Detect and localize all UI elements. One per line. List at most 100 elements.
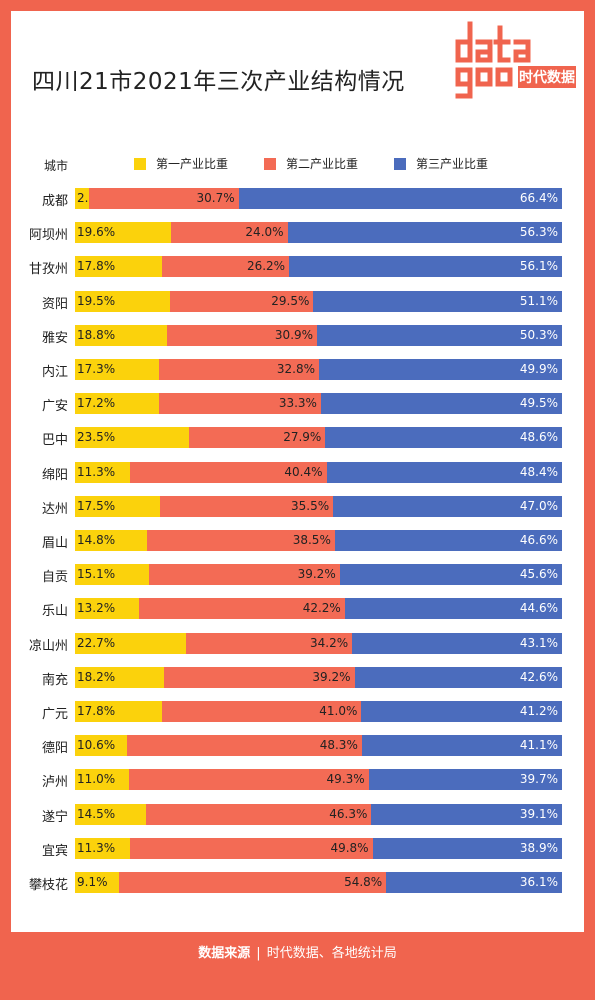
value-label-tertiary: 48.4% (519, 464, 558, 479)
bar-segment-secondary (119, 872, 387, 893)
value-label-secondary: 49.8% (330, 840, 369, 855)
city-label: 绵阳 (41, 467, 68, 483)
bar-segment-tertiary (326, 461, 562, 483)
bar-row: 资阳 19.5% 29.5% 51.1% (0, 290, 595, 312)
city-label: 乐山 (41, 604, 68, 620)
bar-segment-tertiary (333, 495, 562, 517)
legend-item-secondary: 第二产业比重 (264, 155, 358, 172)
value-label-tertiary: 43.1% (519, 635, 558, 650)
city-label: 成都 (41, 194, 68, 209)
value-label-tertiary: 47.0% (519, 498, 558, 513)
city-label: 南充 (41, 672, 68, 688)
bar-row: 自贡 15.1% 39.2% 45.6% (0, 564, 595, 586)
value-label-primary: 17.3% (77, 362, 116, 376)
source-text: 时代数据、各地统计局 (266, 946, 397, 961)
bar-segment-secondary (169, 290, 314, 312)
value-label-tertiary: 56.3% (519, 225, 558, 240)
value-label-tertiary: 45.6% (519, 567, 558, 582)
value-label-primary: 10.6% (77, 738, 116, 753)
value-label-tertiary: 39.1% (519, 806, 558, 821)
city-label: 广安 (41, 399, 68, 415)
legend-swatch-tertiary (394, 157, 406, 170)
value-label-primary: 14.5% (77, 806, 116, 821)
bar-row: 广安 17.2% 33.3% 49.5% (0, 393, 595, 415)
value-label-secondary: 27.9% (283, 430, 322, 445)
bar-segment-secondary (166, 324, 318, 346)
value-label-primary: 17.8% (77, 259, 116, 274)
value-label-primary: 19.5% (77, 293, 116, 308)
bar-row: 德阳 10.6% 48.3% 41.1% (0, 735, 595, 757)
value-label-tertiary: 49.5% (519, 396, 558, 411)
city-label: 达州 (41, 501, 68, 517)
bar-segment-primary (75, 803, 146, 825)
value-label-secondary: 30.9% (274, 327, 314, 342)
bar-segment-secondary (159, 359, 319, 380)
bar-segment-tertiary (361, 701, 562, 722)
value-label-tertiary: 49.9% (519, 362, 558, 376)
bar-row: 南充 18.2% 39.2% 42.6% (0, 666, 595, 688)
bar-segment-primary (75, 769, 129, 791)
value-label-primary: 13.2% (77, 601, 116, 616)
bar-segment-tertiary (386, 872, 562, 893)
bar-segment-secondary (89, 188, 239, 209)
bar-segment-tertiary (344, 598, 562, 620)
bar-segment-tertiary (238, 188, 562, 209)
logo-text: 时代数据 (519, 69, 575, 86)
bar-segment-secondary (139, 598, 345, 620)
bar-segment-tertiary (287, 222, 562, 244)
value-label-secondary: 32.8% (276, 362, 315, 376)
value-label-tertiary: 36.1% (519, 875, 558, 889)
value-label-tertiary: 42.6% (519, 669, 558, 684)
bar-segment-secondary (147, 530, 335, 551)
bar-row: 广元 17.8% 41.0% 41.2% (0, 701, 595, 722)
bar-segment-primary (75, 701, 162, 722)
value-label-primary: 17.8% (77, 704, 116, 718)
value-label-tertiary: 66.4% (519, 191, 558, 205)
bar-segment-primary (75, 735, 127, 757)
value-label-secondary: 41.0% (319, 704, 358, 718)
bar-segment-secondary (148, 564, 340, 586)
value-label-tertiary: 38.9% (519, 840, 558, 855)
bar-segment-tertiary (320, 393, 562, 415)
value-label-primary: 11.3% (77, 464, 116, 479)
bar-segment-primary (75, 495, 161, 517)
value-label-secondary: 33.3% (278, 396, 317, 411)
bar-segment-secondary (129, 461, 327, 483)
bar-segment-secondary (161, 256, 290, 278)
bar-segment-tertiary (289, 256, 562, 278)
bar-row: 达州 17.5% 35.5% 47.0% (0, 495, 595, 517)
city-label: 攀枝花 (28, 878, 68, 893)
value-label-primary: 18.2% (77, 669, 116, 684)
bar-segment-secondary (189, 427, 326, 449)
value-label-secondary: 26.2% (246, 259, 286, 274)
bar-row: 成都2.9%30.7%66.4% (0, 188, 595, 209)
bar-segment-primary (75, 632, 186, 654)
bar-row: 雅安 18.8% 30.9% 50.3% (0, 324, 595, 346)
bar-segment-primary (75, 598, 140, 620)
value-label-tertiary: 46.6% (519, 533, 558, 547)
source-label: 数据来源 (198, 946, 251, 961)
value-label-secondary: 39.2% (297, 567, 336, 582)
bar-segment-primary (75, 393, 159, 415)
bar-row: 宜宾 11.3% 49.8% 38.9% (0, 837, 595, 859)
bar-segment-primary (75, 290, 170, 312)
legend-swatch-primary (134, 157, 146, 170)
bar-segment-primary (75, 188, 90, 209)
bar-segment-primary (75, 427, 190, 449)
bar-row: 绵阳 11.3% 40.4% 48.4% (0, 461, 595, 483)
bar-segment-primary (75, 872, 120, 893)
bar-segment-primary (75, 324, 167, 346)
value-label-primary: 17.5% (77, 498, 116, 513)
legend-label-primary: 第一产业比重 (156, 157, 229, 171)
legend-item-tertiary: 第三产业比重 (394, 155, 488, 172)
bar-segment-tertiary (371, 803, 562, 825)
bar-segment-secondary (145, 803, 372, 825)
bar-segment-primary (75, 256, 162, 278)
value-label-secondary: 54.8% (344, 875, 383, 889)
bar-row: 内江 17.3% 32.8% 49.9% (0, 359, 595, 380)
value-label-tertiary: 56.1% (519, 259, 558, 274)
bar-segment-primary (75, 530, 148, 551)
value-label-secondary: 39.2% (312, 669, 351, 684)
bar-segment-primary (75, 222, 171, 244)
